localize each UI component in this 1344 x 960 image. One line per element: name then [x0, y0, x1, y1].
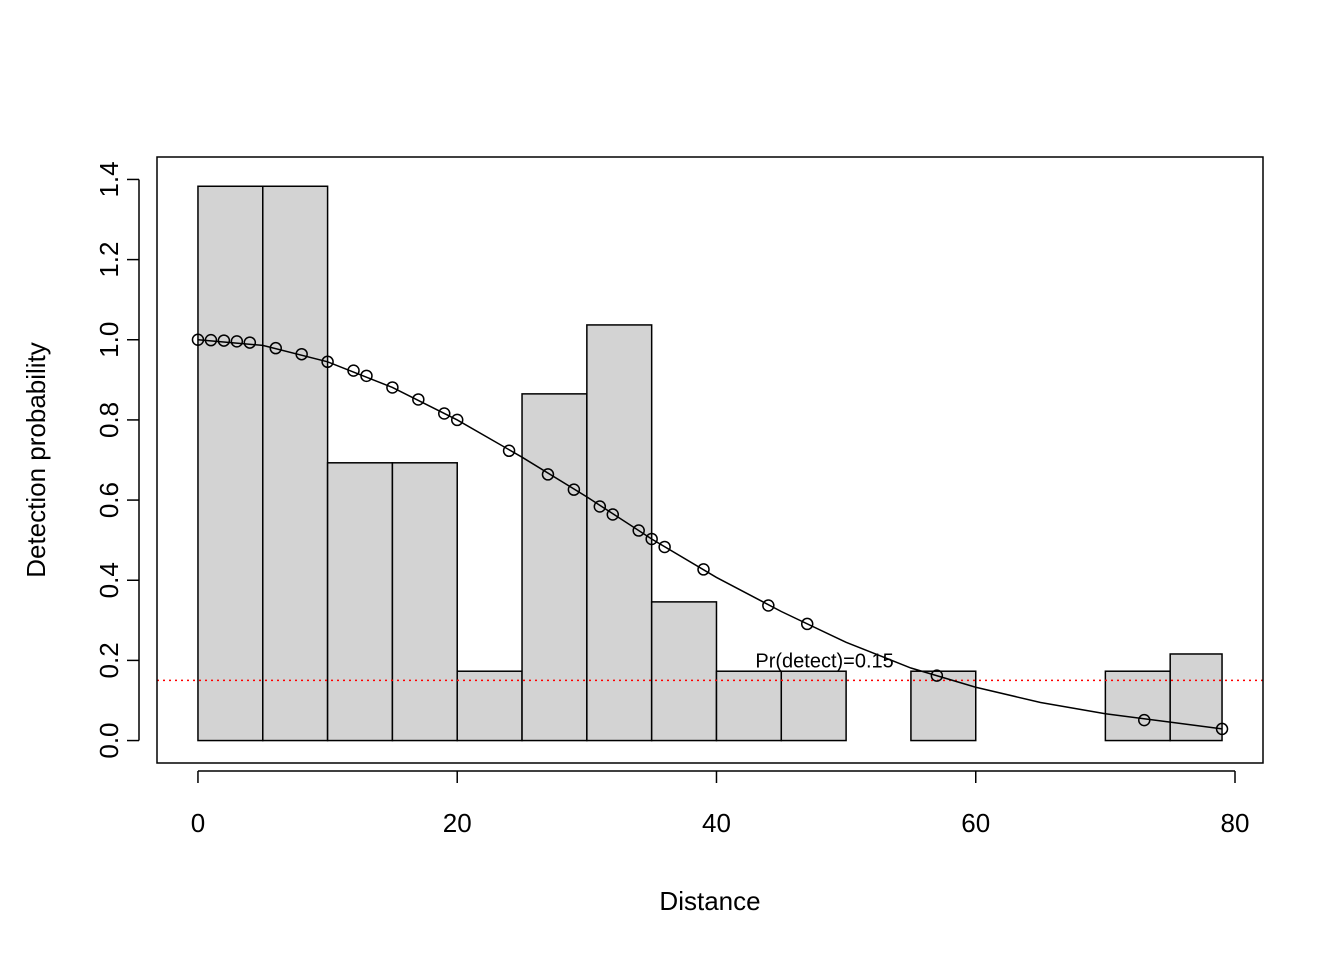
observation-point-16 — [567, 483, 581, 496]
y-axis: 0.0 0.2 0.4 0.6 0.8 1.0 1.2 1.4 — [94, 161, 140, 759]
observation-point-24 — [800, 617, 814, 631]
observation-point-14 — [502, 444, 516, 458]
observation-point-23 — [762, 599, 775, 612]
histogram-bar-2 — [326, 462, 394, 742]
histogram-bar-1 — [262, 185, 329, 742]
histogram-bar-8 — [715, 670, 783, 742]
y-tick-label-1: 0.2 — [94, 642, 124, 678]
x-axis: 0 20 40 60 80 — [191, 770, 1250, 838]
y-axis-title: Detection probability — [21, 342, 51, 578]
observation-point-17 — [593, 500, 607, 513]
observation-point-7 — [321, 355, 334, 369]
observation-point-21 — [658, 540, 671, 554]
y-tick-label-2: 0.4 — [94, 562, 124, 598]
observation-point-2 — [217, 334, 231, 347]
annotation-group: Pr(detect)=0.15 — [755, 650, 893, 672]
observation-point-9 — [360, 369, 373, 383]
observation-point-6 — [295, 347, 308, 361]
histogram-bar-4 — [456, 670, 523, 742]
observation-point-27 — [1215, 722, 1229, 736]
observation-point-15 — [541, 468, 555, 481]
histogram-bars — [197, 185, 1223, 742]
histogram-bar-7 — [650, 601, 718, 742]
observation-point-3 — [230, 335, 244, 348]
histogram-bar-11 — [910, 670, 977, 742]
observation-points — [191, 333, 1229, 736]
y-tick-label-7: 1.4 — [94, 161, 124, 197]
y-tick-label-3: 0.6 — [94, 482, 124, 518]
observation-point-10 — [386, 381, 399, 394]
observation-point-11 — [412, 393, 425, 406]
observation-point-8 — [347, 364, 360, 377]
observation-point-5 — [269, 341, 282, 355]
histogram-bar-0 — [197, 185, 264, 742]
x-tick-label-1: 20 — [443, 808, 472, 838]
observation-point-19 — [632, 524, 645, 537]
y-tick-label-6: 1.2 — [94, 242, 124, 278]
histogram-bar-5 — [521, 393, 588, 742]
observation-point-22 — [697, 563, 710, 576]
observation-point-1 — [204, 333, 218, 347]
histogram-bar-3 — [391, 462, 458, 742]
x-tick-label-0: 0 — [191, 808, 205, 838]
histogram-bar-9 — [780, 670, 847, 742]
observation-point-18 — [606, 508, 620, 521]
pr-detect-annotation: Pr(detect)=0.15 — [755, 650, 893, 672]
histogram-bar-14 — [1104, 670, 1171, 742]
x-tick-label-2: 40 — [702, 808, 731, 838]
observation-point-0 — [191, 333, 205, 347]
observation-point-25 — [930, 669, 944, 682]
y-tick-label-0: 0.0 — [94, 722, 124, 758]
x-tick-label-4: 80 — [1221, 808, 1250, 838]
y-tick-label-5: 1.0 — [94, 322, 124, 358]
y-tick-label-4: 0.8 — [94, 402, 124, 438]
observation-point-20 — [645, 532, 658, 546]
x-axis-title: Distance — [659, 886, 760, 916]
observation-point-4 — [243, 336, 257, 349]
plot-frame — [156, 156, 1264, 764]
observation-point-12 — [438, 407, 451, 420]
x-tick-label-3: 60 — [961, 808, 990, 838]
observation-point-13 — [450, 413, 464, 427]
observation-point-26 — [1138, 713, 1151, 727]
